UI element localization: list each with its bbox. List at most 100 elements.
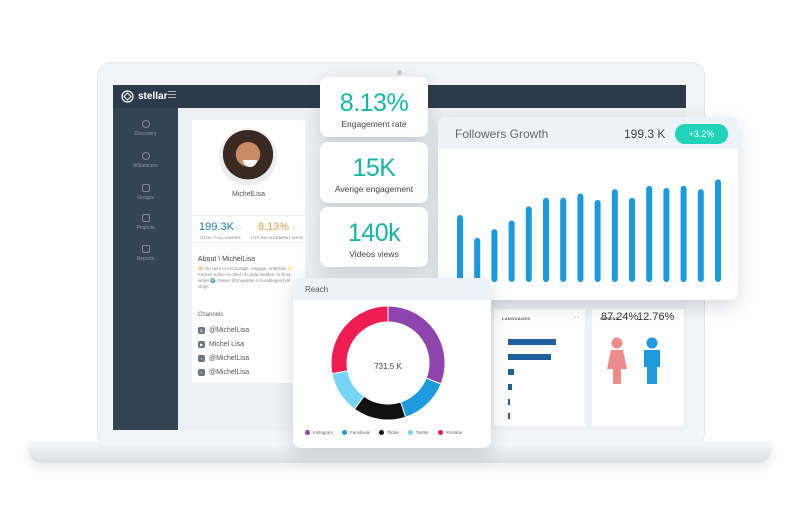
followers-growth-title: Followers Growth [455,127,549,141]
laptop-base [28,441,772,463]
growth-badge: +3.2% [675,124,728,144]
legend-item-tiktok: Tiktok [378,430,399,435]
legend-item-twitter: Twitter [407,430,429,435]
followers-growth-chart [457,179,721,282]
growth-bar [508,220,515,282]
legend-item-youtube: Youtube [437,430,463,435]
reach-donut-chart [330,305,446,421]
sidebar-item-groups[interactable]: Groups [113,184,178,201]
growth-bar [457,215,463,282]
profile-card: MichelLisa 199.3K ⓘ TOTAL FOLLOWERS 8.13%… [192,120,305,383]
sidebar-item-label: Groups [137,195,154,201]
hamburger-menu-icon[interactable] [168,91,176,98]
channel-handle: @MichelLisa [209,327,250,334]
reach-center-value: 731.5 K [374,362,402,371]
about-heading: About \ MichelLisa [198,256,256,263]
sidebar-item-label: Reports [136,256,155,262]
growth-bar [611,189,618,282]
sidebar-item-projects[interactable]: Projects [113,214,178,231]
channel-youtube[interactable]: ▶ Michel Lisa [198,341,244,348]
instagram-icon: ◎ [198,327,205,334]
followers-stat: 199.3K ⓘ TOTAL FOLLOWERS [192,221,248,240]
language-bar [508,369,515,375]
stellar-logo-icon [121,90,134,103]
engagement-label: TOP ENGAGEMENT RATE [250,235,304,240]
info-icon: ⓘ [235,226,241,232]
kpi-label: Averige engagement [334,184,414,194]
profile-name: MichelLisa [231,191,266,198]
female-percentage: 87.24% [601,311,639,323]
channels-heading: Channels [198,312,224,318]
kpi-label: Videos views [349,249,399,259]
more-icon[interactable]: • • [574,315,579,321]
language-row [508,384,512,390]
legend-label: Tiktok [386,430,399,435]
folder-icon [141,184,150,192]
growth-bar [525,206,532,282]
growth-bar [543,197,549,282]
camera-dot [397,70,402,75]
growth-bar [474,237,481,282]
kpi-value: 8.13% [339,89,409,117]
growth-bar [663,188,670,282]
language-bar [508,354,552,360]
tiktok-icon: ♪ [198,355,205,362]
legend-swatch [305,430,310,435]
growth-bar [560,197,567,282]
gender-panel: GENDER • • [592,309,684,426]
language-row [508,399,511,405]
twitter-icon: t [198,369,205,376]
engagement-stat: 8.13% ⓘ TOP ENGAGEMENT RATE [249,221,305,240]
reach-slice-instagram [387,305,446,385]
growth-bar [629,197,635,282]
reach-slice-tiktok [353,395,407,421]
growth-bar [577,193,584,282]
growth-bar [594,199,601,282]
followers-growth-card: Followers Growth 199.3 K +3.2% [438,117,738,300]
channel-handle: @MichelLisa [209,369,250,376]
sidebar-item-label: Projects [136,225,155,231]
sidebar-item-label: Discovery [134,131,157,137]
languages-panel: LANGUAGES • • [494,309,585,426]
legend-swatch [378,430,384,435]
language-bar [508,413,510,419]
language-row [508,369,515,375]
channel-tiktok[interactable]: ♪ @MichelLisa [198,355,249,362]
kpi-video-views: 140k Videos views [320,207,428,267]
growth-bar [646,185,653,282]
avatar-smile [243,160,257,167]
language-row [508,413,510,419]
sidebar-item-reports[interactable]: Reports [113,245,178,262]
language-row [508,354,552,360]
reach-header: Reach [293,278,491,300]
sidebar-item-influencers[interactable]: Influencers [113,152,178,169]
app-name: stellar [138,91,168,102]
info-icon: ⓘ [291,226,297,232]
language-row [508,339,556,345]
legend-label: Instagram [313,430,334,435]
legend-swatch [437,430,443,435]
reach-slice-twitter [331,370,365,410]
kpi-engagement-rate: 8.13% Engagement rate [320,77,428,137]
app-logo[interactable]: stellar [121,90,167,103]
legend-swatch [407,430,413,435]
followers-value: 199.3K [199,221,234,233]
channel-instagram[interactable]: ◎ @MichelLisa [198,327,249,334]
languages-title: LANGUAGES [502,316,531,321]
chart-icon [141,245,150,253]
briefcase-icon [141,214,150,222]
kpi-average-engagement: 15K Averige engagement [320,142,428,203]
reach-card: Reach 731.5 K Instagram Facebook Tiktok … [293,278,491,448]
sidebar-item-label: Influencers [133,163,158,169]
more-icon[interactable]: • • [673,315,678,321]
users-icon [141,152,150,160]
engagement-value: 8.13% [257,221,290,233]
profile-stats: 199.3K ⓘ TOTAL FOLLOWERS 8.13% ⓘ TOP ENGAG… [192,215,305,243]
sidebar-item-discovery[interactable]: Discovery [113,120,178,137]
reach-slice-youtube [330,305,389,375]
about-text: 🔆 On here to encourage, engage, entertai… [198,266,294,289]
legend-label: Youtube [445,430,463,435]
channel-twitter[interactable]: t @MichelLisa [198,369,249,376]
channel-handle: Michel Lisa [209,341,245,348]
